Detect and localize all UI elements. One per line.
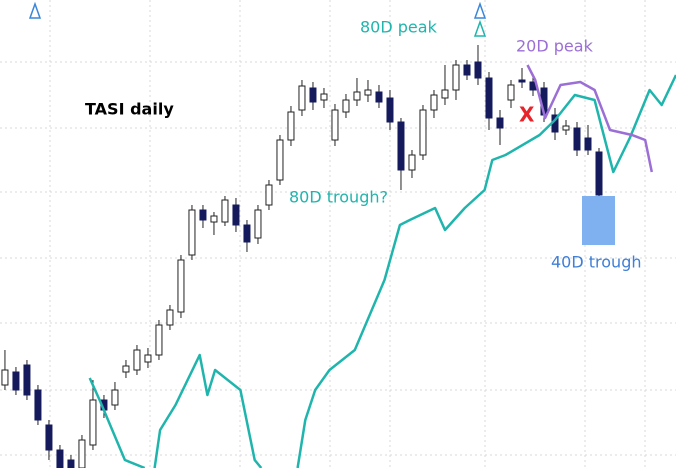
candle-body <box>518 79 526 83</box>
candle-body <box>155 324 163 356</box>
candle-body <box>287 111 295 141</box>
candle-body <box>34 389 42 421</box>
candle-body <box>23 364 31 396</box>
candle-body <box>67 459 75 468</box>
candle-body <box>496 117 504 129</box>
annotation: X <box>519 103 535 127</box>
candle-body <box>133 349 141 371</box>
candle-body <box>276 139 284 181</box>
candle-body <box>265 184 273 206</box>
candle-body <box>375 91 383 103</box>
candle-body <box>111 389 119 406</box>
plot-area <box>1 45 676 468</box>
candle-body <box>12 371 20 391</box>
candle-body <box>386 97 394 123</box>
cycle-marker <box>473 19 487 37</box>
candle-body <box>342 99 350 113</box>
candle-body <box>1 369 9 386</box>
trough-box <box>582 196 615 245</box>
candle-body <box>595 151 603 196</box>
candle-body <box>298 85 306 111</box>
candle-body <box>243 224 251 243</box>
annotation: 80D peak <box>360 18 438 37</box>
candle-body <box>452 64 460 91</box>
candle-body <box>397 121 405 171</box>
candle-body <box>364 89 372 96</box>
candle-body <box>408 154 416 171</box>
candle-body <box>78 439 86 468</box>
cycle-marker <box>28 1 42 19</box>
candle-body <box>463 64 471 76</box>
candle-body <box>144 354 152 363</box>
candle-body <box>188 209 196 256</box>
candle-body <box>562 125 570 131</box>
candle-body <box>584 137 592 151</box>
candle-body <box>419 109 427 156</box>
candle-body <box>89 399 97 446</box>
candle-body <box>232 204 240 226</box>
cycle-line <box>526 64 654 173</box>
candle-body <box>430 94 438 111</box>
chart-title: TASI daily <box>85 100 174 119</box>
candle-body <box>210 215 218 223</box>
candle-body <box>485 77 493 119</box>
candle-body <box>441 89 449 99</box>
candle-body <box>199 209 207 221</box>
candle-body <box>122 365 130 373</box>
candle-body <box>320 93 328 101</box>
annotation: 80D trough? <box>289 188 388 207</box>
candle-body <box>45 424 53 451</box>
cycle-line <box>88 74 676 468</box>
annotation: 20D peak <box>516 37 594 56</box>
candle-body <box>254 209 262 239</box>
candle-body <box>309 87 317 103</box>
candle-body <box>353 91 361 101</box>
candle-body <box>221 199 229 223</box>
candle-body <box>507 84 515 101</box>
candle-body <box>177 259 185 313</box>
candle-body <box>474 61 482 79</box>
annotation: 40D trough <box>551 253 642 272</box>
candle-body <box>56 449 64 468</box>
candle-body <box>573 127 581 151</box>
candle-body <box>331 109 339 141</box>
candle-body <box>166 309 174 326</box>
cycle-marker <box>473 1 487 19</box>
